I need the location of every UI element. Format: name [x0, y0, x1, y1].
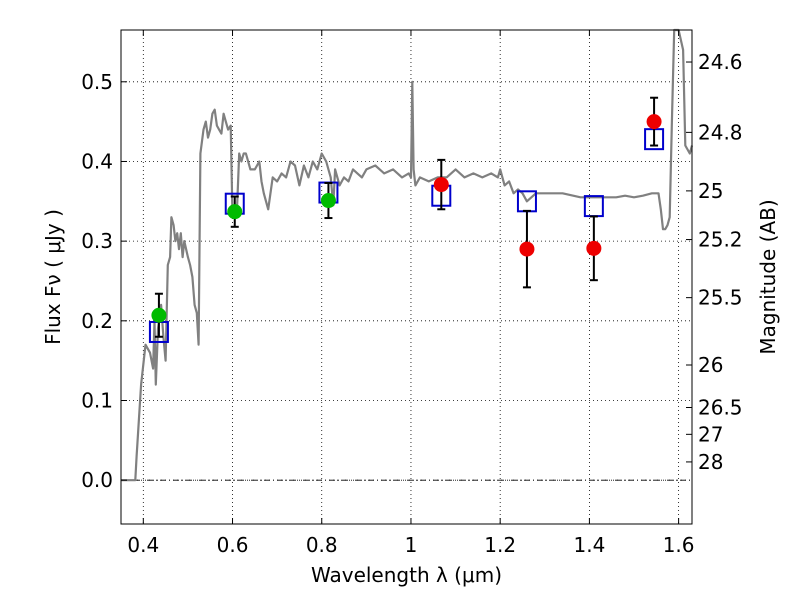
- magnitude-tick-label: 24.8: [698, 120, 743, 144]
- x-axis-label: Wavelength λ (μm): [311, 563, 502, 587]
- y-tick-label: 0.4: [81, 149, 113, 173]
- green-data-point: [227, 204, 243, 220]
- x-tick-label: 1.6: [663, 533, 695, 557]
- magnitude-tick-label: 27: [698, 422, 723, 446]
- spectrum-line: [121, 28, 694, 482]
- x-tick-label: 1.4: [573, 533, 605, 557]
- x-tick-label: 0.4: [127, 533, 159, 557]
- green-data-point: [320, 193, 336, 209]
- x-tick-label: 1.2: [484, 533, 516, 557]
- magnitude-tick-label: 25: [698, 179, 723, 203]
- green-data-point: [151, 307, 167, 323]
- red-data-point: [646, 114, 662, 130]
- magnitude-tick-label: 25.2: [698, 228, 743, 252]
- x-tick-label: 0.6: [217, 533, 249, 557]
- plot-frame: [120, 29, 693, 525]
- y-axis-label: Flux Fν ( μJy ): [41, 209, 65, 345]
- y-tick-label: 0.5: [81, 70, 113, 94]
- red-data-point: [433, 177, 449, 193]
- model-flux-box: [583, 195, 604, 218]
- right-axis-label: Magnitude (AB): [756, 199, 780, 354]
- magnitude-tick-label: 24.6: [698, 50, 743, 74]
- x-tick-label: 0.8: [306, 533, 338, 557]
- magnitude-tick-label: 28: [698, 450, 723, 474]
- magnitude-tick-label: 25.5: [698, 286, 743, 310]
- axis-ticks: 0.4 0.6 0.8 1 1.2 1.4 1.6 0.0 0.1 0.2 0.3 0.4 0.5 24.…: [81, 30, 743, 557]
- red-data-point: [586, 240, 602, 256]
- y-tick-label: 0.1: [81, 389, 113, 413]
- y-tick-label: 0.2: [81, 309, 113, 333]
- data-marks: [148, 96, 665, 343]
- red-data-point: [519, 241, 535, 257]
- y-tick-label: 0.0: [81, 468, 113, 492]
- magnitude-tick-label: 26: [698, 353, 723, 377]
- grid: [121, 30, 692, 524]
- x-tick-label: 1: [405, 533, 418, 557]
- y-tick-label: 0.3: [81, 229, 113, 253]
- magnitude-tick-label: 26.5: [698, 396, 743, 420]
